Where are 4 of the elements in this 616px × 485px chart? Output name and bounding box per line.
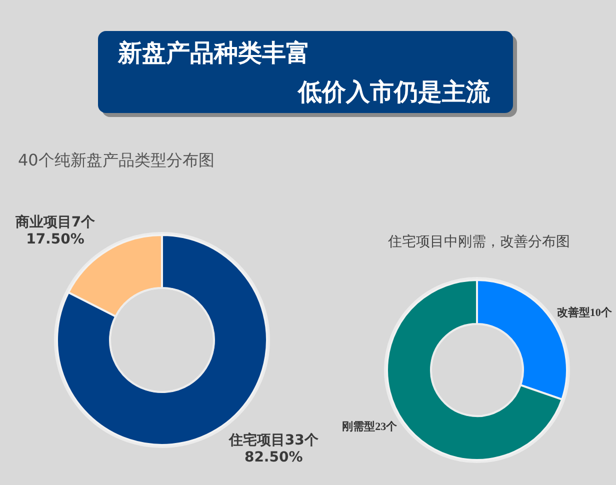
title: 住宅项目中刚需，改善分布图 <box>388 234 570 250</box>
title: 40个纯新盘产品类型分布图 <box>18 150 214 170</box>
title: 新盘产品种类丰富 <box>118 39 310 67</box>
subtitle: 低价入市仍是主流 <box>298 78 490 106</box>
